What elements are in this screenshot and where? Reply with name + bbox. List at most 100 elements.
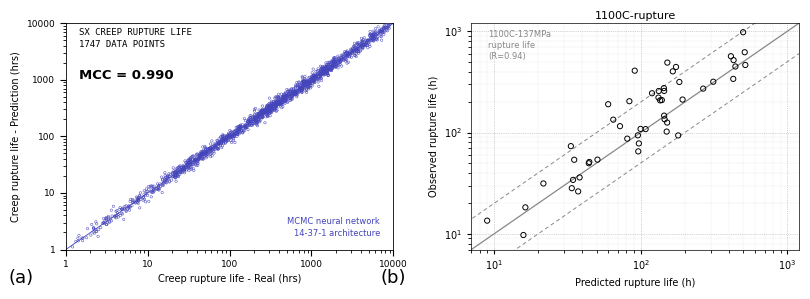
- Point: [318, 70, 331, 74]
- Point: [181, 161, 194, 166]
- Point: [305, 81, 318, 86]
- Point: [176, 167, 189, 172]
- Point: [199, 149, 212, 154]
- Point: [112, 212, 125, 217]
- Point: [147, 187, 160, 191]
- Point: [174, 169, 187, 174]
- Point: [100, 222, 113, 227]
- Point: [572, 189, 585, 194]
- Point: [366, 33, 379, 38]
- Point: [195, 150, 208, 155]
- Point: [316, 72, 329, 77]
- Point: [175, 166, 188, 170]
- Point: [239, 123, 252, 128]
- Point: [271, 103, 284, 107]
- Point: [239, 126, 252, 131]
- Point: [326, 65, 339, 69]
- Point: [230, 125, 243, 130]
- Point: [302, 86, 315, 91]
- Point: [311, 72, 324, 77]
- Point: [241, 127, 254, 132]
- Point: [607, 117, 620, 122]
- Y-axis label: Observed rupture life (h): Observed rupture life (h): [428, 76, 438, 197]
- Point: [321, 67, 334, 71]
- Point: [307, 73, 320, 78]
- Point: [299, 81, 312, 86]
- Point: [194, 151, 207, 156]
- Point: [297, 81, 310, 86]
- Point: [363, 42, 376, 47]
- Point: [232, 131, 245, 135]
- Point: [270, 98, 283, 103]
- Point: [139, 191, 152, 196]
- Point: [288, 90, 301, 95]
- Point: [301, 82, 313, 87]
- Point: [312, 76, 325, 81]
- Point: [270, 100, 283, 104]
- Point: [262, 113, 275, 118]
- Point: [202, 148, 215, 153]
- Point: [339, 56, 352, 61]
- Point: [172, 169, 185, 174]
- Point: [670, 65, 683, 69]
- Point: [273, 102, 286, 107]
- Point: [248, 115, 261, 120]
- Point: [181, 162, 194, 167]
- Point: [358, 43, 371, 48]
- Point: [377, 25, 390, 29]
- Point: [305, 70, 318, 75]
- Point: [293, 86, 306, 91]
- Point: [364, 36, 377, 41]
- Point: [230, 128, 243, 132]
- Point: [369, 29, 382, 34]
- Point: [197, 151, 210, 156]
- Point: [309, 77, 322, 82]
- Point: [256, 110, 269, 115]
- Point: [299, 85, 312, 90]
- Point: [307, 79, 320, 84]
- Point: [652, 95, 665, 100]
- Point: [175, 169, 188, 174]
- Point: [84, 233, 97, 237]
- Point: [272, 100, 285, 104]
- Point: [289, 90, 302, 94]
- Point: [266, 102, 279, 107]
- Point: [351, 40, 364, 45]
- Point: [368, 36, 381, 41]
- Point: [202, 150, 215, 154]
- Point: [262, 106, 275, 111]
- Point: [248, 107, 261, 112]
- Point: [279, 96, 292, 101]
- Point: [145, 190, 158, 195]
- Point: [178, 158, 191, 163]
- Point: [364, 29, 377, 34]
- Point: [222, 134, 235, 139]
- Point: [281, 89, 294, 94]
- Point: [268, 107, 281, 112]
- Point: [256, 113, 269, 118]
- Point: [177, 165, 190, 170]
- Point: [249, 106, 262, 111]
- Point: [254, 109, 266, 114]
- Point: [335, 59, 347, 64]
- Point: [250, 117, 263, 121]
- Point: [537, 181, 550, 186]
- Point: [243, 119, 256, 123]
- Point: [229, 128, 242, 133]
- Point: [318, 73, 330, 77]
- Point: [98, 221, 111, 226]
- Point: [275, 102, 288, 106]
- Point: [252, 112, 265, 117]
- Point: [317, 67, 330, 71]
- Point: [337, 58, 350, 63]
- Point: [269, 100, 282, 105]
- Point: [264, 108, 277, 112]
- Point: [197, 151, 210, 156]
- Point: [292, 86, 305, 91]
- Point: [372, 25, 385, 29]
- Point: [248, 115, 261, 120]
- Point: [315, 75, 328, 80]
- Point: [122, 206, 135, 210]
- Point: [320, 65, 333, 70]
- Point: [180, 167, 193, 172]
